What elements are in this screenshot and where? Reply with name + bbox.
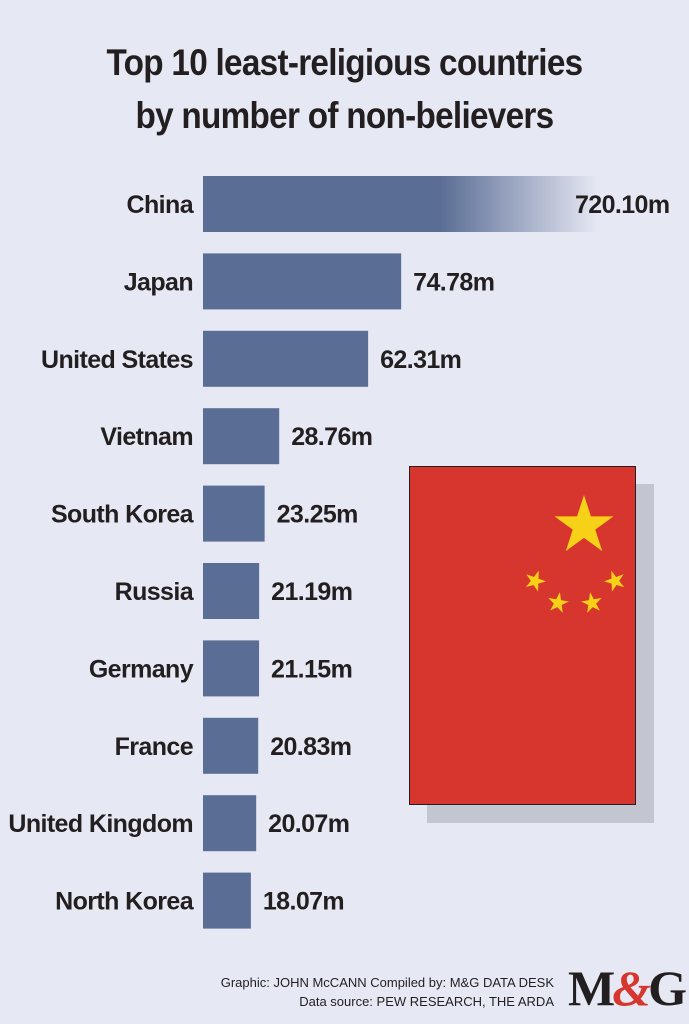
chart-title-line-2: by number of non-believers (135, 95, 554, 136)
flag-stars (525, 495, 625, 613)
bar-france (203, 717, 259, 774)
small-star-icon (548, 592, 569, 613)
value-label-united-kingdom: 20.07m (268, 810, 349, 838)
category-label-germany: Germany (89, 655, 194, 683)
bar-united-kingdom (203, 795, 257, 852)
credits-source: Data source: PEW RESEARCH, THE ARDA (299, 994, 554, 1009)
logo-g: G (648, 960, 687, 1016)
bar-china (203, 176, 598, 232)
value-label-germany: 21.15m (271, 655, 352, 683)
category-label-vietnam: Vietnam (100, 423, 193, 451)
value-label-north-korea: 18.07m (263, 888, 344, 916)
category-label-france: France (115, 733, 194, 761)
value-label-japan: 74.78m (413, 268, 494, 296)
credits: Graphic: JOHN McCANN Compiled by: M&G DA… (221, 973, 554, 1011)
value-label-china: 720.10m (575, 191, 670, 219)
logo-m: M (568, 960, 615, 1016)
china-flag (409, 466, 654, 823)
value-label-united-states: 62.31m (380, 346, 461, 374)
small-star-icon (525, 570, 546, 592)
category-label-united-kingdom: United Kingdom (8, 810, 193, 838)
category-label-south-korea: South Korea (51, 501, 195, 529)
bar-japan (203, 253, 402, 310)
flag-field (409, 466, 636, 805)
category-label-united-states: United States (41, 346, 193, 374)
bar-germany (203, 640, 260, 697)
category-label-north-korea: North Korea (55, 888, 195, 916)
bar-south-korea (203, 485, 265, 542)
value-label-south-korea: 23.25m (277, 501, 358, 529)
value-label-vietnam: 28.76m (291, 423, 372, 451)
large-star-icon (554, 495, 614, 552)
bar-north-korea (203, 872, 251, 929)
chart-title-line-1: Top 10 least-religious countries (106, 42, 583, 83)
chart-title: Top 10 least-religious countries by numb… (34, 36, 654, 142)
value-label-france: 20.83m (270, 733, 351, 761)
small-star-icon (581, 592, 602, 613)
bar-vietnam (203, 408, 280, 465)
category-label-japan: Japan (124, 268, 193, 296)
logo-ampersand: & (612, 960, 651, 1016)
small-star-icon (604, 570, 625, 592)
category-label-russia: Russia (115, 578, 195, 606)
value-label-russia: 21.19m (271, 578, 352, 606)
bar-united-states (203, 330, 369, 387)
mg-logo: M&G (568, 960, 687, 1016)
credits-graphic: Graphic: JOHN McCANN Compiled by: M&G DA… (220, 975, 554, 990)
category-label-china: China (127, 191, 195, 219)
bar-russia (203, 563, 260, 619)
